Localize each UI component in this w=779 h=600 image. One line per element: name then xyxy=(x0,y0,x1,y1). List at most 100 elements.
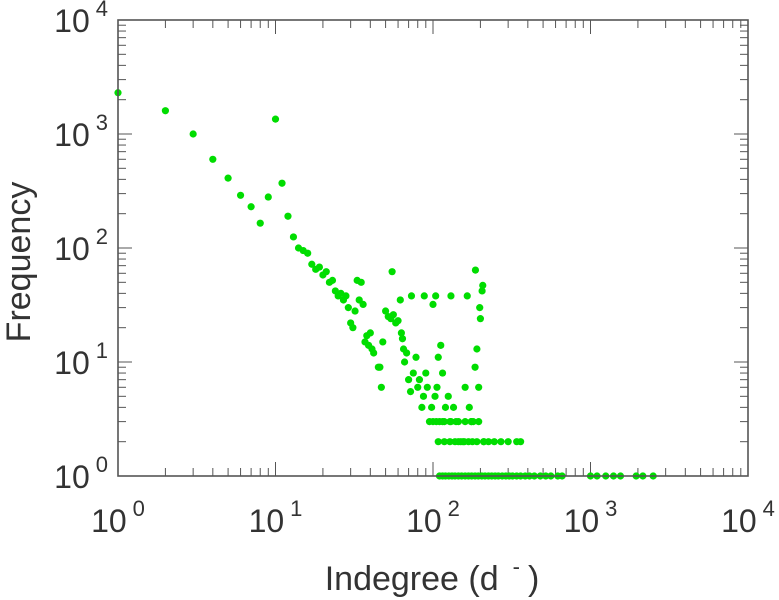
data-point xyxy=(264,193,272,201)
data-point xyxy=(463,292,471,300)
x-tick-label-base: 10 xyxy=(249,503,285,539)
y-tick-label-base: 10 xyxy=(54,231,90,267)
data-point xyxy=(475,418,483,426)
data-point xyxy=(517,438,525,446)
data-point xyxy=(388,268,396,276)
data-point xyxy=(236,191,245,199)
data-point xyxy=(366,329,374,337)
data-point xyxy=(403,349,411,357)
y-tick-label: 10 3 xyxy=(54,110,108,153)
data-point xyxy=(432,292,440,300)
x-tick-label: 10 0 xyxy=(91,496,145,539)
data-point xyxy=(407,292,416,300)
x-axis-label-main: Indegree (d xyxy=(325,560,499,598)
data-point xyxy=(432,418,440,426)
data-point xyxy=(471,363,479,371)
plot-frame xyxy=(117,19,749,477)
data-point xyxy=(342,292,350,300)
data-point xyxy=(429,300,437,309)
data-point xyxy=(478,287,486,295)
data-point xyxy=(497,438,505,446)
data-point xyxy=(359,300,367,309)
y-tick-label: 10 1 xyxy=(54,338,108,381)
data-point xyxy=(476,315,485,323)
data-point xyxy=(415,376,424,384)
data-point xyxy=(444,392,452,400)
data-point xyxy=(351,307,359,315)
data-point xyxy=(406,388,415,396)
data-point xyxy=(344,304,352,312)
data-point xyxy=(447,292,455,300)
data-point xyxy=(419,392,428,400)
data-point xyxy=(441,403,450,411)
x-tick-label-exp: 2 xyxy=(448,496,460,521)
y-tick-label-base: 10 xyxy=(54,3,90,39)
data-point xyxy=(328,276,337,284)
data-point xyxy=(423,383,431,391)
data-point xyxy=(409,369,417,377)
data-point xyxy=(315,263,323,271)
y-tick-label: 10 0 xyxy=(54,452,108,495)
data-point xyxy=(377,383,385,391)
data-point xyxy=(440,438,448,446)
x-tick-label: 10 3 xyxy=(564,496,618,539)
data-point xyxy=(414,383,422,391)
data-point xyxy=(398,335,407,343)
x-tick-label: 10 1 xyxy=(249,496,303,539)
data-point xyxy=(396,296,404,304)
data-point xyxy=(465,403,473,411)
data-point xyxy=(449,403,458,411)
x-tick-label-exp: 4 xyxy=(763,496,775,521)
tick-labels: 10 0 10 1 10 2 10 3 10 410 010 110 210 310 4 xyxy=(54,0,775,539)
y-tick-label-exp: 1 xyxy=(96,338,108,363)
x-tick-label-base: 10 xyxy=(91,503,127,539)
data-point xyxy=(394,317,402,325)
data-point xyxy=(438,369,447,377)
x-axis-label: Indegree (d -) xyxy=(325,554,540,598)
data-points xyxy=(114,89,657,480)
y-tick-label: 10 4 xyxy=(54,0,108,39)
y-tick-label-base: 10 xyxy=(54,117,90,153)
data-point xyxy=(209,155,217,163)
data-point xyxy=(490,438,498,446)
data-point xyxy=(357,278,365,286)
data-point xyxy=(447,418,455,426)
data-point xyxy=(189,130,197,138)
x-tick-label-exp: 3 xyxy=(605,496,617,521)
data-point xyxy=(278,179,286,187)
y-tick-label-exp: 2 xyxy=(96,224,108,249)
data-point xyxy=(461,383,469,391)
x-tick-label: 10 4 xyxy=(721,496,775,539)
data-point xyxy=(422,369,430,377)
data-point xyxy=(428,403,436,411)
y-tick-label-exp: 3 xyxy=(96,110,108,135)
data-point xyxy=(405,376,413,384)
data-point xyxy=(370,349,378,357)
data-point xyxy=(473,345,481,353)
data-point xyxy=(322,268,330,276)
data-point xyxy=(349,324,357,332)
data-point xyxy=(434,353,442,361)
data-point xyxy=(289,233,298,241)
data-point xyxy=(284,212,292,220)
data-point xyxy=(479,281,487,289)
x-tick-label-base: 10 xyxy=(564,503,600,539)
data-point xyxy=(308,260,316,268)
data-point xyxy=(256,219,264,227)
data-point xyxy=(400,358,409,366)
data-point xyxy=(247,203,255,211)
data-point xyxy=(454,418,463,426)
data-point xyxy=(461,418,469,426)
data-point xyxy=(379,338,387,346)
data-point xyxy=(420,292,428,300)
data-point xyxy=(475,383,483,391)
data-point xyxy=(397,329,405,337)
data-point xyxy=(473,438,481,446)
data-point xyxy=(467,418,475,426)
x-tick-label-exp: 0 xyxy=(133,496,145,521)
y-tick-label-exp: 0 xyxy=(96,452,108,477)
data-point xyxy=(412,353,420,361)
data-point xyxy=(438,418,447,426)
data-point xyxy=(418,403,426,411)
